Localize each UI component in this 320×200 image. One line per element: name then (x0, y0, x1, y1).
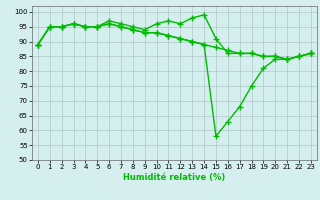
X-axis label: Humidité relative (%): Humidité relative (%) (123, 173, 226, 182)
